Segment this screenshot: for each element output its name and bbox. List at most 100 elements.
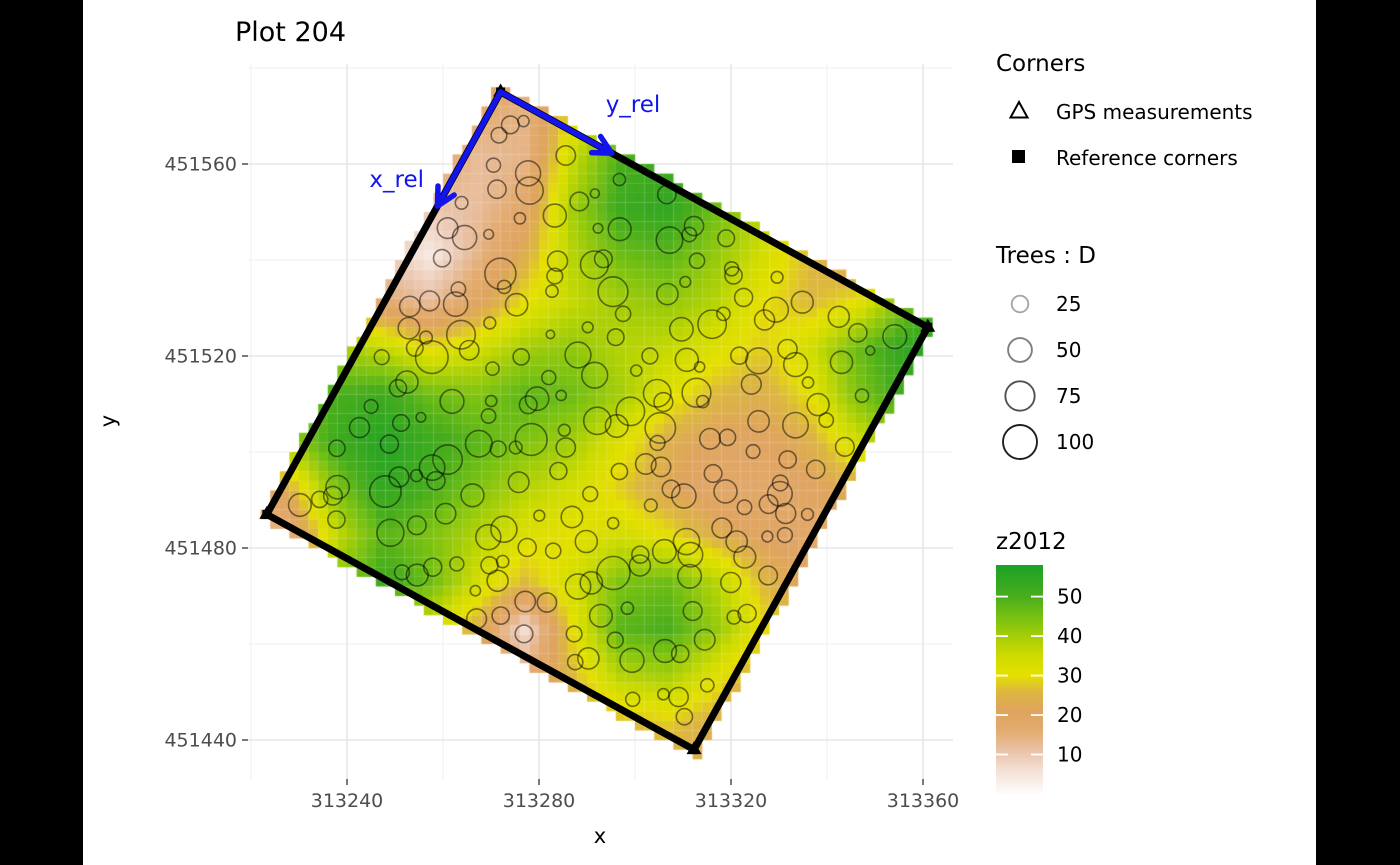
tree-circle — [391, 413, 411, 433]
tree-circle — [729, 346, 749, 366]
tree-size-key — [1002, 424, 1038, 460]
tree-circle — [745, 443, 761, 460]
tree-circle — [693, 628, 716, 651]
tree-circle — [882, 323, 908, 350]
tree-size-key — [1007, 337, 1033, 363]
tree-circle — [287, 492, 313, 518]
tree-circle — [489, 440, 507, 458]
tree-circle — [588, 603, 614, 628]
x-tick-label: 313240 — [311, 790, 384, 812]
tree-circle — [485, 157, 502, 173]
tree-circle — [736, 499, 753, 516]
tree-circle — [634, 452, 657, 475]
y-rel-arrow — [497, 89, 615, 156]
tree-circle — [569, 191, 590, 212]
tree-circle — [418, 454, 446, 482]
tree-circle — [776, 526, 794, 544]
tree-circle — [514, 624, 534, 644]
tree-circle — [486, 569, 509, 593]
tree-circle — [606, 516, 620, 530]
tree-circle — [533, 509, 546, 522]
tree-circle — [564, 573, 592, 600]
tree-circle — [864, 345, 876, 356]
y-tick-label: 451480 — [164, 538, 237, 560]
tree-circle — [724, 265, 743, 285]
tree-circle — [577, 647, 600, 670]
tree-circle — [757, 565, 779, 586]
tree-circle — [579, 250, 610, 280]
tree-circle — [469, 584, 482, 597]
tree-circle — [643, 498, 658, 513]
tree-circle — [674, 347, 700, 373]
x-tick-label: 313360 — [887, 790, 960, 812]
tree-circle — [620, 601, 635, 616]
tree-size-key — [1004, 380, 1036, 412]
gps-corner-marker — [920, 318, 936, 332]
tree-circle — [545, 284, 559, 299]
tree-size-key-label: 25 — [1056, 292, 1081, 316]
tree-circle — [688, 252, 706, 270]
tree-circle — [716, 306, 731, 322]
tree-circle — [460, 483, 485, 508]
tree-size-key-label: 75 — [1056, 384, 1081, 408]
z2012-raster-image — [248, 64, 954, 780]
tree-size-key-label: 100 — [1056, 430, 1094, 454]
tree-circle — [406, 515, 427, 536]
tree-circle — [661, 479, 681, 499]
tree-circle — [677, 541, 704, 568]
tree-circle — [668, 316, 694, 342]
tree-circle — [582, 406, 612, 436]
tree-circle — [711, 517, 733, 539]
tree-circle — [555, 389, 568, 402]
gps-corner-marker — [259, 505, 275, 519]
tree-circle — [398, 295, 421, 318]
tree-circle — [597, 276, 629, 308]
x-tick-label: 313320 — [695, 790, 768, 812]
tree-circle — [555, 145, 577, 167]
tree-circle — [560, 505, 584, 529]
tree-circle — [614, 305, 632, 323]
tree-size-key-label: 50 — [1056, 338, 1081, 362]
tree-circle — [579, 570, 604, 595]
colorbar-tick-label: 10 — [1057, 743, 1082, 767]
tree-circle — [348, 416, 371, 439]
tree-circle — [589, 188, 601, 199]
tree-circle — [549, 461, 568, 481]
tree-circle — [368, 474, 402, 508]
tree-circle — [847, 322, 868, 343]
tree-circle — [376, 518, 405, 548]
tree-circle — [434, 502, 457, 525]
tree-circle — [628, 554, 652, 577]
colorbar — [996, 565, 1043, 794]
tree-circle — [610, 462, 629, 481]
tree-circle — [624, 691, 641, 708]
tree-circle — [581, 321, 594, 334]
tree-circle — [512, 347, 531, 366]
tree-circle — [790, 290, 814, 314]
tree-circle — [415, 411, 427, 423]
tree-circle — [565, 625, 583, 643]
tree-circle — [854, 388, 870, 404]
tree-circle — [581, 485, 599, 503]
gps-measurements-label: GPS measurements — [1056, 100, 1253, 124]
raster-layer — [248, 64, 954, 780]
tree-circle — [566, 653, 584, 671]
tree-circle — [327, 439, 346, 458]
tree-circle — [322, 485, 344, 506]
tree-circle — [777, 338, 798, 360]
tree-circle — [761, 530, 774, 543]
tree-circle — [733, 545, 757, 569]
tree-circle — [436, 217, 459, 240]
tree-circle — [670, 644, 690, 664]
colorbar-tick-label: 20 — [1057, 703, 1082, 727]
x-rel-arrow-head — [434, 183, 441, 209]
tree-size-key — [1010, 294, 1030, 314]
tree-circle — [485, 361, 500, 376]
tree-circle — [484, 394, 498, 408]
tree-circle — [653, 391, 674, 413]
tree-circle — [612, 172, 627, 187]
tree-circle — [546, 267, 564, 285]
y-rel-arrow-label: y_rel — [606, 92, 661, 118]
